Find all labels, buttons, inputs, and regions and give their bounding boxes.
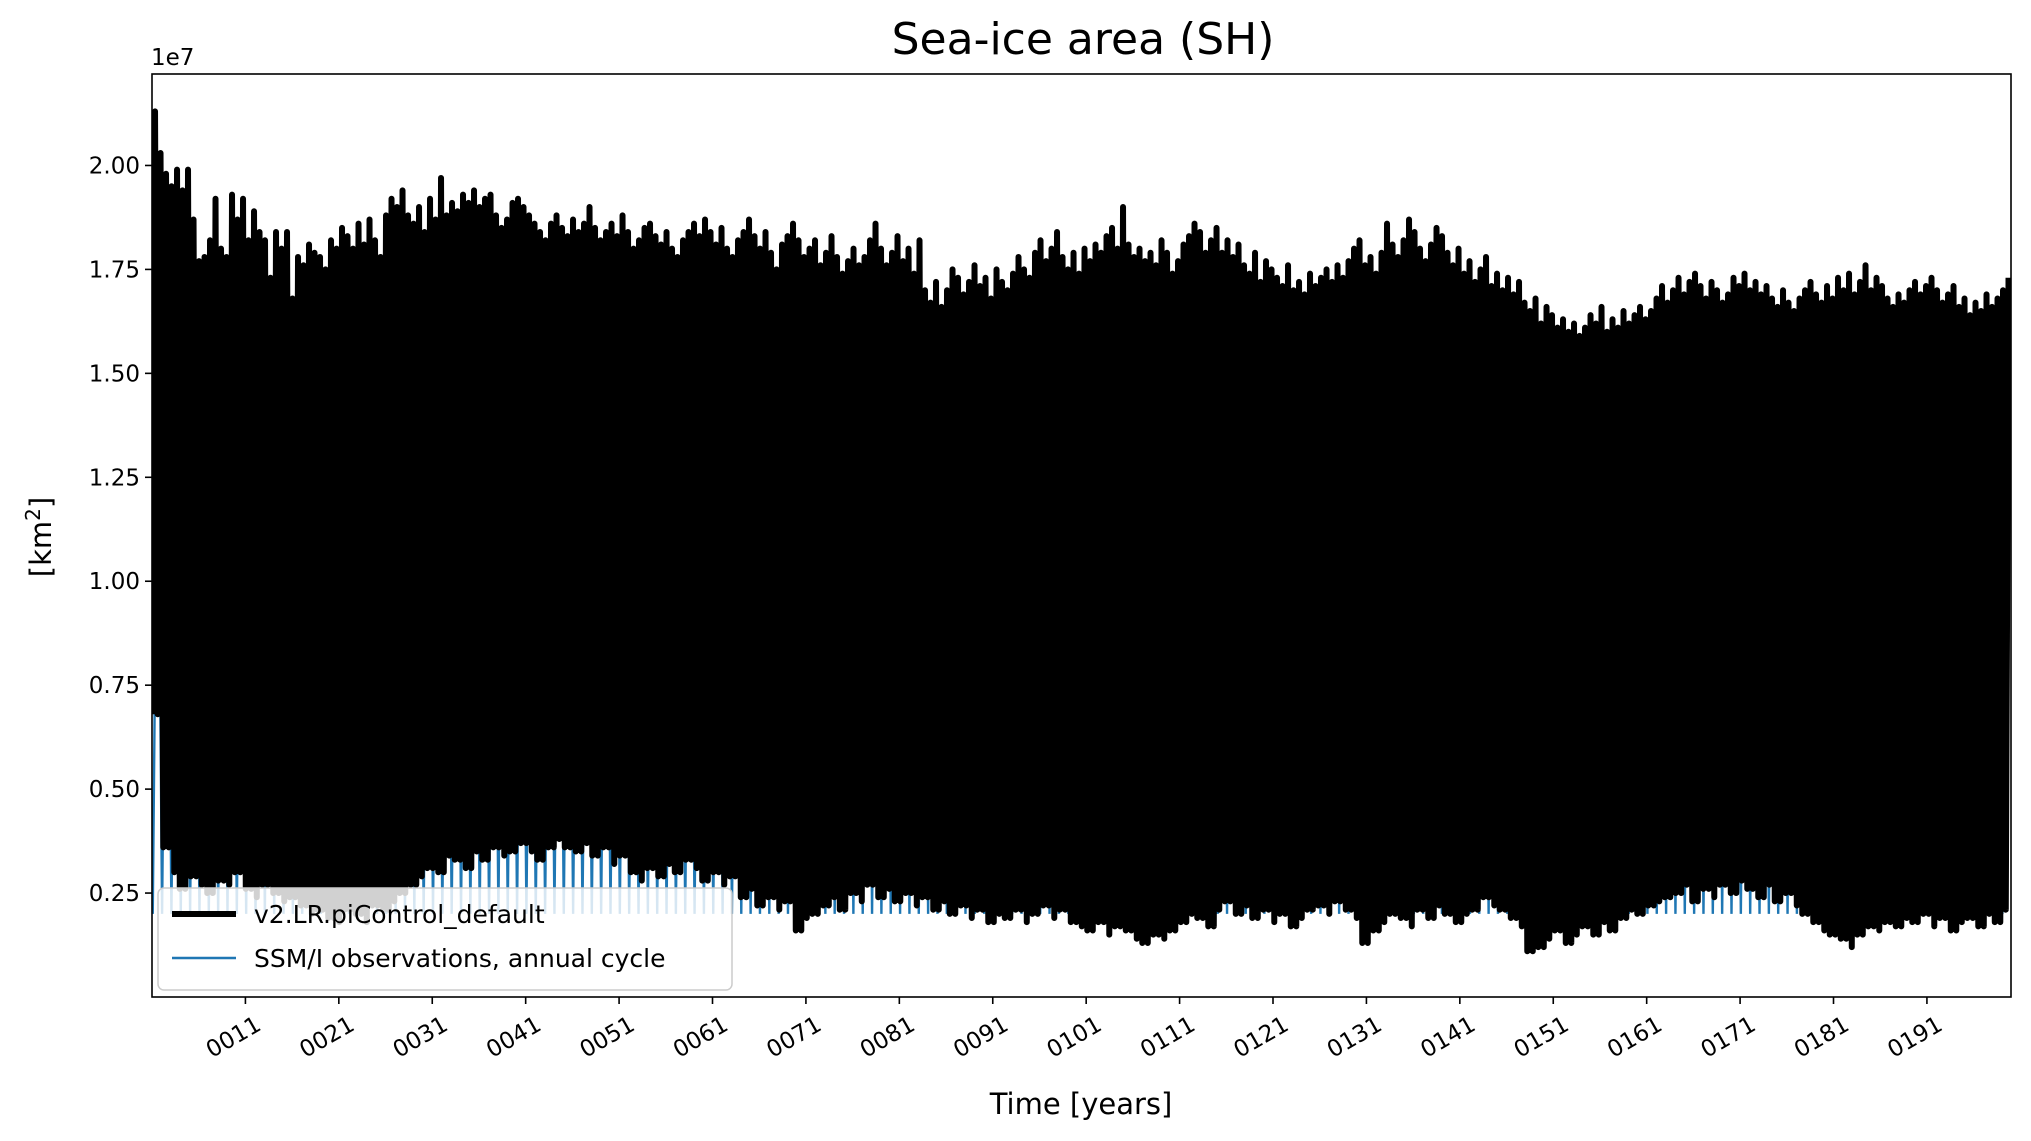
y-axis-label-text: [km xyxy=(24,521,58,577)
y-axis: 0.25 0.50 0.75 1.00 1.25 1.50 1.75 2.00 xyxy=(89,153,152,907)
y-axis-label: [km2] xyxy=(21,497,58,577)
y-tick-label: 1.25 xyxy=(89,465,140,491)
plot-frame xyxy=(151,73,2012,998)
y-tick-label: 2.00 xyxy=(89,153,140,179)
y-tick-label: 0.25 xyxy=(89,881,140,907)
y-axis-label-suffix: ] xyxy=(24,497,58,508)
y-tick-label: 1.50 xyxy=(89,361,140,387)
y-tick-label: 0.75 xyxy=(89,673,140,699)
chart-title: Sea-ice area (SH) xyxy=(892,14,1275,65)
y-axis-label-superscript: 2 xyxy=(21,508,45,521)
x-axis-label: Time [years] xyxy=(989,1087,1173,1121)
y-offset-text: 1e7 xyxy=(151,45,194,71)
legend: v2.LR.piControl_default SSM/I observatio… xyxy=(157,887,733,991)
y-tick-label: 1.75 xyxy=(89,257,140,283)
y-tick-label: 1.00 xyxy=(89,569,140,595)
legend-box xyxy=(157,887,733,991)
model-series-group xyxy=(152,108,2011,955)
model-series-line xyxy=(152,108,2011,955)
legend-label-obs: SSM/I observations, annual cycle xyxy=(254,944,666,973)
legend-label-model: v2.LR.piControl_default xyxy=(254,900,545,929)
y-tick-label: 0.50 xyxy=(89,777,140,803)
